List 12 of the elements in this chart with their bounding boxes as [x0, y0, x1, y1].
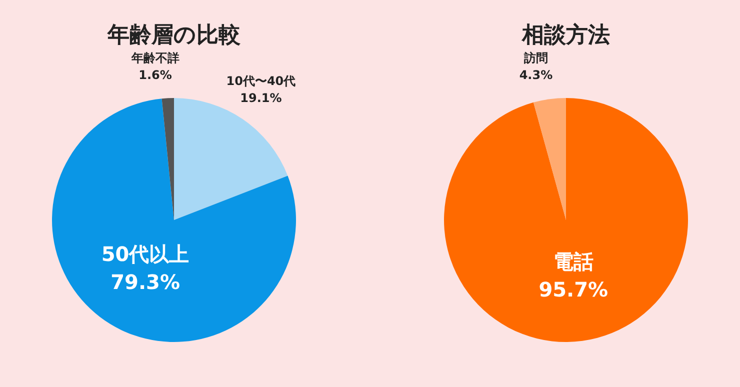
slice-label: 電話 [553, 249, 594, 274]
data-label: 4.3% [519, 68, 553, 82]
slice-label: 10代〜40代 [226, 74, 296, 88]
slice-label: 訪問 [522, 51, 548, 65]
chart-title: 年齢層の比較 [106, 23, 242, 48]
data-label: 19.1% [240, 90, 282, 105]
data-label: 95.7% [538, 277, 608, 302]
data-label: 1.6% [138, 68, 172, 82]
slice-label: 50代以上 [101, 242, 190, 266]
slice-label: 年齢不詳 [130, 51, 180, 65]
chart-title: 相談方法 [521, 22, 610, 48]
data-label: 79.3% [110, 270, 180, 294]
